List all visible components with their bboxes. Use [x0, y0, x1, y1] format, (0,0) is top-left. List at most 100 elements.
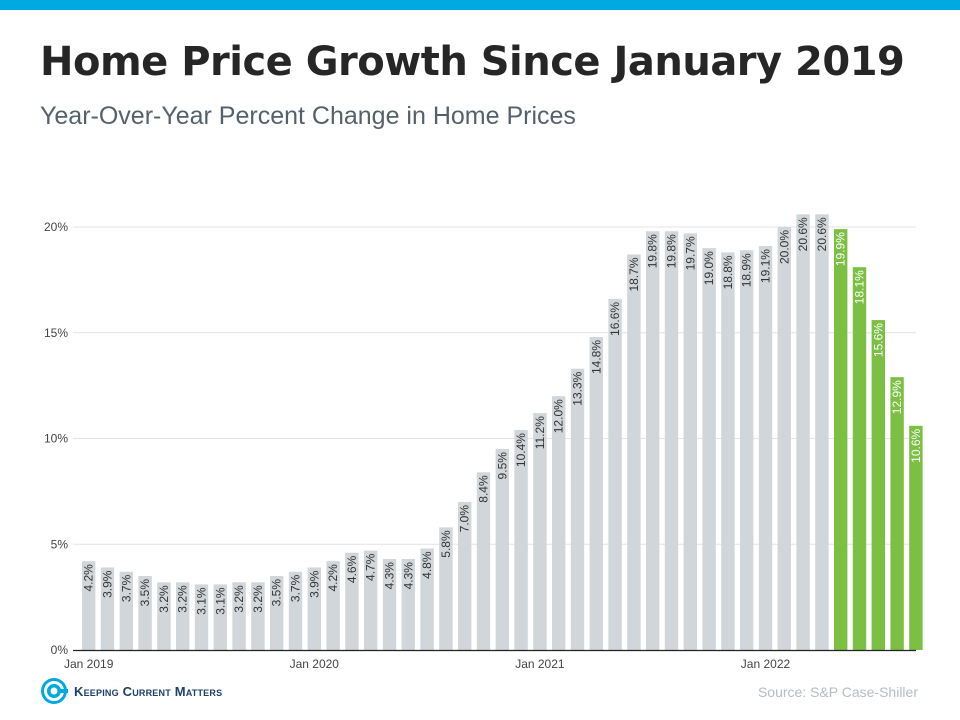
- y-axis-tick-labels: 0% 5% 10% 15% 20%: [44, 220, 68, 657]
- gridlines: [73, 226, 916, 545]
- bar: [401, 559, 415, 650]
- bar: [345, 552, 359, 650]
- data-label: 4.2%: [82, 564, 96, 592]
- bar: [740, 250, 754, 650]
- bar: [702, 248, 716, 650]
- bar: [589, 336, 603, 650]
- data-label: 3.7%: [289, 574, 303, 602]
- bar: [495, 449, 509, 650]
- data-label: 4.3%: [401, 562, 415, 590]
- y-tick-label: 10%: [44, 432, 68, 446]
- data-label: 18.9%: [740, 253, 754, 287]
- data-label: 18.1%: [853, 270, 867, 304]
- data-label: 9.5%: [495, 452, 509, 480]
- bar: [890, 377, 904, 650]
- data-label: 18.7%: [627, 257, 641, 291]
- data-label: 18.8%: [721, 255, 735, 289]
- data-label: 8.4%: [477, 475, 491, 503]
- x-tick-label: Jan 2021: [515, 657, 565, 671]
- bar: [815, 214, 829, 650]
- bar: [307, 567, 321, 650]
- data-label: 3.1%: [195, 587, 209, 615]
- data-label: 19.8%: [646, 234, 660, 268]
- page-title: Home Price Growth Since January 2019: [40, 39, 905, 85]
- data-label: 3.5%: [270, 579, 284, 607]
- bar: [796, 214, 810, 650]
- data-label: 11.2%: [533, 416, 547, 449]
- bar: [364, 550, 378, 650]
- data-label: 3.9%: [101, 570, 115, 598]
- data-label: 4.2%: [326, 564, 340, 592]
- data-label: 12.0%: [552, 399, 566, 433]
- bar: [608, 298, 622, 650]
- x-tick-label: Jan 2020: [290, 657, 340, 671]
- bar: [270, 575, 284, 650]
- top-accent-bar: [0, 0, 960, 10]
- y-tick-label: 15%: [44, 326, 68, 340]
- data-label: 10.4%: [514, 433, 528, 467]
- bar: [533, 413, 547, 650]
- data-label: 10.6%: [909, 428, 923, 462]
- bar: [552, 396, 566, 650]
- data-label: 5.8%: [439, 530, 453, 558]
- data-label: 3.9%: [307, 570, 321, 598]
- data-labels: 4.2% 3.9% 3.7% 3.5% 3.2% 3.2% 3.1% 3.1% 3.2% 3.2%…: [82, 217, 923, 615]
- data-label: 15.6%: [871, 323, 885, 357]
- data-label: 4.7%: [364, 553, 378, 581]
- bar: [758, 246, 773, 650]
- bar: [326, 561, 340, 650]
- bar: [439, 527, 453, 650]
- bar: [570, 368, 585, 650]
- data-label: 7.0%: [458, 505, 472, 533]
- data-label: 20.6%: [796, 217, 810, 251]
- bar: [721, 252, 735, 650]
- bar: [514, 430, 528, 650]
- bar: [251, 582, 265, 650]
- bar: [683, 233, 697, 650]
- y-tick-label: 0%: [51, 643, 69, 657]
- data-label: 16.6%: [608, 302, 622, 336]
- bar: [194, 584, 209, 650]
- bar: [100, 567, 115, 650]
- data-label: 4.8%: [420, 551, 434, 579]
- data-label: 4.6%: [345, 555, 359, 583]
- bar: [232, 582, 246, 650]
- data-label: 3.7%: [119, 574, 133, 602]
- bar: [664, 231, 679, 651]
- x-tick-label: Jan 2019: [64, 657, 114, 671]
- bar: [82, 561, 96, 650]
- data-label: 19.0%: [702, 251, 716, 285]
- x-tick-label: Jan 2022: [741, 657, 791, 671]
- data-label: 12.9%: [890, 380, 904, 414]
- bar: [852, 267, 867, 650]
- data-label: 3.1%: [213, 587, 227, 615]
- data-label: 19.1%: [759, 249, 773, 283]
- data-label: 20.0%: [777, 230, 791, 264]
- data-label: 19.9%: [834, 232, 848, 266]
- bar: [909, 425, 923, 650]
- bar: [777, 227, 791, 650]
- bar: [458, 501, 472, 650]
- bar: [138, 575, 152, 650]
- y-tick-label: 20%: [44, 220, 68, 234]
- bar: [476, 472, 491, 650]
- bar: [420, 548, 434, 650]
- bar: [176, 582, 190, 650]
- data-label: 4.3%: [383, 562, 397, 590]
- data-label: 14.8%: [589, 340, 603, 374]
- logo: Keeping Current Matters: [40, 676, 222, 706]
- data-label: 3.2%: [251, 585, 265, 613]
- data-label: 19.8%: [665, 234, 679, 268]
- bar: [382, 559, 397, 650]
- data-label: 20.6%: [815, 217, 829, 251]
- source-note: Source: S&P Case-Shiller: [757, 684, 918, 700]
- bar: [871, 320, 885, 650]
- data-label: 3.2%: [232, 585, 246, 613]
- data-label: 3.5%: [138, 579, 152, 607]
- x-axis-tick-labels: Jan 2019 Jan 2020 Jan 2021 Jan 2022: [64, 657, 791, 671]
- bar: [213, 584, 227, 650]
- logo-text: Keeping Current Matters: [74, 683, 223, 699]
- bars: [82, 214, 923, 651]
- data-label: 13.3%: [571, 371, 585, 405]
